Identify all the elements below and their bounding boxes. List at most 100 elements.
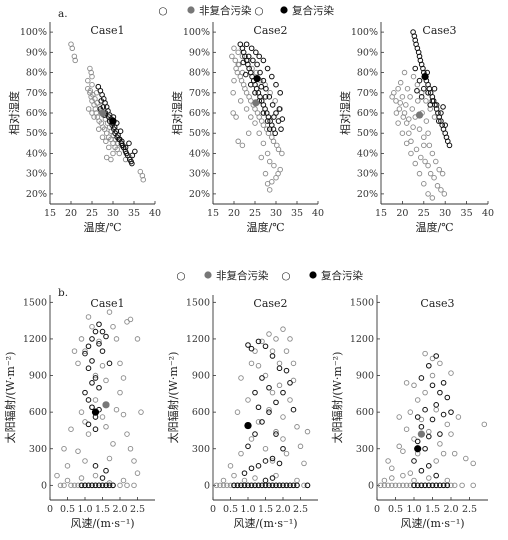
data-point	[231, 77, 237, 84]
x-axis-label: 风速/(m·s⁻¹)	[233, 517, 297, 530]
data-point	[276, 382, 283, 389]
data-point	[403, 380, 410, 386]
y-tick-label: 300	[29, 444, 47, 455]
mean-marker-non-compound	[98, 109, 107, 117]
data-point	[269, 455, 276, 462]
data-point	[290, 406, 297, 413]
data-point	[422, 389, 428, 396]
data-point	[72, 57, 78, 64]
data-point	[68, 482, 74, 489]
y-tick-label: 600	[192, 407, 210, 418]
data-point	[127, 446, 134, 452]
data-point	[140, 176, 146, 183]
data-point	[252, 89, 258, 96]
panel-title: Case3	[422, 24, 456, 37]
data-point	[273, 431, 279, 437]
data-point	[256, 130, 262, 136]
data-point	[106, 144, 112, 151]
data-point	[103, 377, 109, 384]
data-point	[240, 59, 247, 66]
data-point	[264, 118, 271, 124]
data-point	[404, 85, 411, 92]
x-tick-label: 2.0	[275, 504, 290, 515]
data-point	[75, 482, 81, 489]
data-point	[262, 446, 269, 452]
data-point	[429, 416, 436, 423]
data-point	[245, 53, 252, 60]
data-point	[260, 77, 267, 84]
data-point	[78, 336, 85, 342]
data-point	[403, 102, 409, 108]
legend-hollow-marker: ○	[176, 270, 185, 282]
x-tick-label: 35	[128, 208, 140, 219]
data-point	[124, 482, 130, 489]
data-point	[256, 114, 262, 120]
y-tick-label: 50%	[357, 128, 378, 139]
data-point	[238, 482, 244, 489]
y-axis-label: 太阳辐射/(W·m⁻²)	[166, 352, 180, 444]
data-point	[411, 458, 417, 464]
legend-hollow-marker: ○	[254, 5, 263, 17]
mean-marker-non-compound	[417, 430, 425, 438]
chart-panel-6: 0 0.5 1.0 1.5 2.0 2.5 0 300 600 900 1200 1500 Case3 风…	[330, 295, 488, 530]
x-tick-label: 0.5	[388, 504, 403, 515]
x-tick-label: 20	[228, 208, 240, 219]
data-point	[413, 146, 420, 153]
mean-marker-compound	[109, 117, 117, 125]
data-point	[440, 411, 447, 418]
data-point	[422, 158, 428, 165]
data-point	[131, 458, 137, 464]
data-point	[414, 397, 421, 403]
data-point	[252, 431, 258, 437]
data-point	[407, 409, 414, 415]
data-point	[123, 150, 130, 157]
data-point	[248, 81, 254, 88]
data-point	[418, 94, 425, 100]
x-tick-label: 0.5	[60, 504, 75, 515]
data-point	[448, 370, 454, 376]
data-point	[418, 467, 425, 474]
data-point	[440, 104, 446, 110]
data-point	[385, 458, 391, 464]
data-point	[99, 363, 106, 369]
data-point	[451, 450, 458, 457]
data-point	[64, 463, 71, 469]
y-tick-label: 900	[192, 371, 210, 382]
series-compound	[231, 338, 311, 489]
data-point	[437, 360, 443, 367]
data-point	[431, 174, 437, 181]
y-tick-label: 60%	[357, 108, 378, 119]
panel-title: Case2	[253, 24, 287, 37]
data-point	[252, 475, 258, 481]
data-point	[426, 482, 432, 489]
mean-marker-compound	[244, 421, 252, 430]
data-point	[395, 85, 401, 92]
data-point	[304, 482, 311, 489]
data-point	[400, 448, 406, 454]
series-non-compound	[389, 69, 448, 201]
data-point	[422, 482, 428, 489]
data-point	[69, 45, 76, 52]
data-point	[287, 482, 293, 489]
data-point	[433, 472, 440, 479]
data-point	[280, 436, 286, 442]
data-point	[425, 89, 431, 96]
x-tick-label: 30	[107, 208, 119, 219]
data-point	[423, 118, 430, 124]
data-point	[459, 482, 465, 489]
data-point	[422, 445, 428, 452]
data-point	[106, 482, 113, 489]
series-compound	[237, 41, 286, 137]
y-tick-label: 0	[204, 480, 210, 491]
data-point	[75, 448, 81, 454]
data-point	[262, 458, 269, 464]
data-point	[401, 110, 408, 116]
x-axis-label: 温度/℃	[246, 220, 284, 234]
data-point	[252, 389, 258, 396]
data-point	[57, 482, 64, 489]
data-point	[433, 158, 439, 165]
x-tick-label: 40	[482, 208, 494, 219]
data-point	[425, 191, 431, 197]
y-axis-label: 太阳辐射/(W·m⁻²)	[330, 352, 344, 444]
x-tick-label: 2.5	[293, 504, 308, 515]
